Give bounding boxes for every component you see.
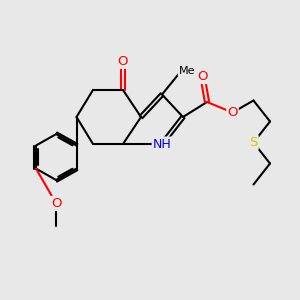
Text: O: O (51, 197, 62, 210)
Text: S: S (249, 136, 258, 149)
Text: O: O (197, 70, 208, 83)
Text: Me: Me (178, 65, 195, 76)
Text: O: O (118, 55, 128, 68)
Text: O: O (227, 106, 238, 119)
Text: NH: NH (153, 137, 171, 151)
